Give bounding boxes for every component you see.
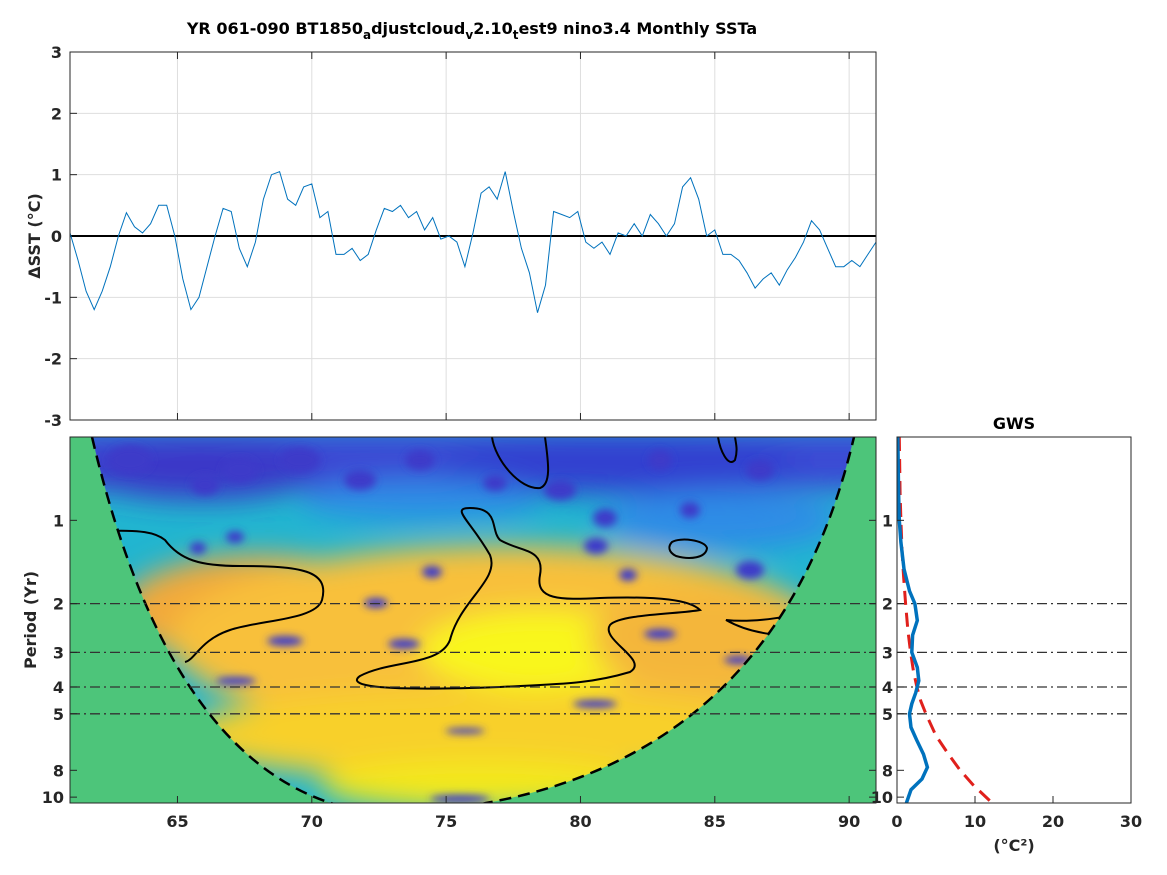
gws-tick-label-y-3: 3 xyxy=(882,643,893,662)
wavelet-ticks: 65 70 75 80 85 90 1 2 3 4 5 8 10 xyxy=(42,511,876,831)
wavelet-tick-label-x-75: 75 xyxy=(435,812,457,831)
gws-title: GWS xyxy=(993,414,1035,433)
wavelet-ylabel: Period (Yr) xyxy=(21,571,40,669)
gws-axes-box xyxy=(896,436,1132,804)
wavelet-tick-label-y-8: 8 xyxy=(53,761,64,780)
wavelet-tick-label-x-70: 70 xyxy=(301,812,323,831)
wavelet-reference-period-lines xyxy=(70,603,876,715)
sst-anomaly-series xyxy=(70,170,876,313)
gws-tick-label-y-8: 8 xyxy=(882,761,893,780)
gws-tick-label-x-0: 0 xyxy=(891,812,902,831)
tick-label-y--2: -2 xyxy=(44,350,62,369)
wavelet-tick-label-y-3: 3 xyxy=(53,643,64,662)
wavelet-tick-label-y-4: 4 xyxy=(53,678,64,697)
wavelet-tick-label-y-1: 1 xyxy=(53,511,64,530)
gws-tick-label-x-30: 30 xyxy=(1120,812,1142,831)
timeseries-ticks: -3 -2 -1 0 1 2 3 xyxy=(44,43,850,430)
significance-contours xyxy=(107,437,803,690)
chart-title: YR 061-090 BT1850adjustcloudv2.10test9 n… xyxy=(186,19,757,42)
cone-of-influence-mask xyxy=(70,437,876,803)
gws-panel: 0 10 20 30 1 2 3 4 5 8 10 GWS (°C²) xyxy=(871,414,1142,855)
gws-xlabel: (°C²) xyxy=(993,836,1034,855)
wavelet-tick-label-y-5: 5 xyxy=(53,705,64,724)
gws-tick-label-y-1: 1 xyxy=(882,511,893,530)
gws-tick-label-x-10: 10 xyxy=(964,812,986,831)
wavelet-tick-label-x-80: 80 xyxy=(569,812,591,831)
gws-power-curve xyxy=(897,437,930,803)
wavelet-panel: 65 70 75 80 85 90 1 2 3 4 5 8 10 Period (Yr) xyxy=(21,436,877,831)
tick-label-y--1: -1 xyxy=(44,288,62,307)
wavelet-axes-box xyxy=(69,436,877,804)
tick-label-y-3: 3 xyxy=(51,43,62,62)
gws-tick-label-y-10: 10 xyxy=(871,788,893,807)
wavelet-tick-label-x-85: 85 xyxy=(704,812,726,831)
tick-label-y-0: 0 xyxy=(51,227,62,246)
wavelet-tick-label-y-10: 10 xyxy=(42,788,64,807)
timeseries-panel: -3 -2 -1 0 1 2 3 ΔSST (°C) xyxy=(25,43,877,430)
gws-tick-label-x-20: 20 xyxy=(1042,812,1064,831)
gws-significance-curve xyxy=(897,437,994,803)
gws-tick-label-y-5: 5 xyxy=(882,705,893,724)
wavelet-tick-label-x-65: 65 xyxy=(166,812,188,831)
gws-axes-background xyxy=(897,437,1131,803)
cone-of-influence-line xyxy=(90,437,856,803)
gws-tick-label-y-2: 2 xyxy=(882,595,893,614)
wavelet-tick-label-y-2: 2 xyxy=(53,595,64,614)
gws-ticks: 0 10 20 30 1 2 3 4 5 8 10 xyxy=(871,511,1142,831)
gws-reference-period-lines xyxy=(897,603,1131,715)
tick-label-y-2: 2 xyxy=(51,104,62,123)
timeseries-axes-box xyxy=(69,51,877,421)
tick-label-y-1: 1 xyxy=(51,166,62,185)
timeseries-ylabel: ΔSST (°C) xyxy=(25,193,44,279)
gws-tick-label-y-4: 4 xyxy=(882,678,893,697)
tick-label-y--3: -3 xyxy=(44,411,62,430)
wavelet-tick-label-x-90: 90 xyxy=(838,812,860,831)
